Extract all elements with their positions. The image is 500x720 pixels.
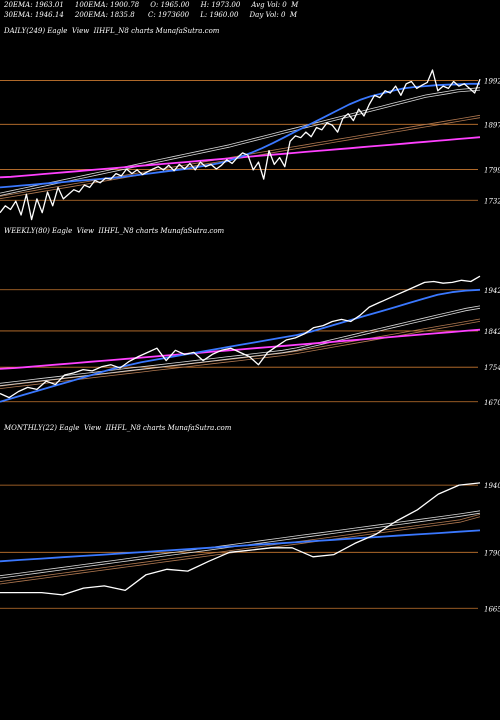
daily-price-line [0, 69, 481, 221]
monthly-chart: 1940 1790 1665 [0, 482, 500, 613]
weekly-ema-mid-line [0, 305, 481, 384]
weekly-y-tick-label: 1754 [484, 364, 500, 372]
monthly-price-line [0, 482, 481, 596]
monthly-y-tick-label: 1790 [484, 549, 500, 557]
monthly-ema-long-line [0, 514, 481, 582]
weekly-y-tick-label: 1942 [484, 287, 500, 295]
daily-y-tick-label: 1992 [484, 78, 500, 86]
weekly-chart: 1942 1842 1754 1670 [0, 275, 500, 407]
monthly-y-tick-label: 1665 [484, 605, 500, 613]
weekly-chart-title: WEEKLY(80) Eagle View IIHFL_N8 charts Mu… [4, 227, 225, 235]
daily-y-tick-label: 1897 [484, 121, 500, 129]
daily-y-tick-label: 1732 [484, 197, 500, 205]
weekly-price-line [0, 275, 481, 399]
daily-ema-mid-line [0, 87, 481, 194]
weekly-ema-slow-line [0, 328, 481, 370]
header-line-1: 20EMA: 1963.01 100EMA: 1900.78 O: 1965.0… [4, 1, 299, 9]
header-line-2: 30EMA: 1946.14 200EMA: 1835.8 C: 1973600… [4, 11, 298, 19]
weekly-ema-fast-line [0, 288, 481, 403]
daily-ema-fast-line [0, 82, 480, 189]
monthly-y-tick-label: 1940 [484, 482, 500, 490]
daily-chart: 1992 1897 1799 1732 [0, 69, 500, 221]
daily-chart-title: DAILY(249) Eagle View IIHFL_N8 charts Mu… [4, 27, 220, 35]
monthly-ema-mid-line [0, 510, 481, 577]
weekly-y-tick-label: 1670 [484, 399, 500, 407]
weekly-ema-long-line [0, 318, 481, 387]
daily-ema-mid-line [0, 89, 481, 196]
weekly-ema-mid-line [0, 307, 481, 387]
monthly-ema-fast-line [0, 529, 481, 563]
monthly-chart-title: MONTHLY(22) Eagle View IIHFL_N8 charts M… [4, 424, 232, 432]
daily-y-tick-label: 1799 [484, 166, 500, 174]
weekly-y-tick-label: 1842 [484, 328, 500, 336]
